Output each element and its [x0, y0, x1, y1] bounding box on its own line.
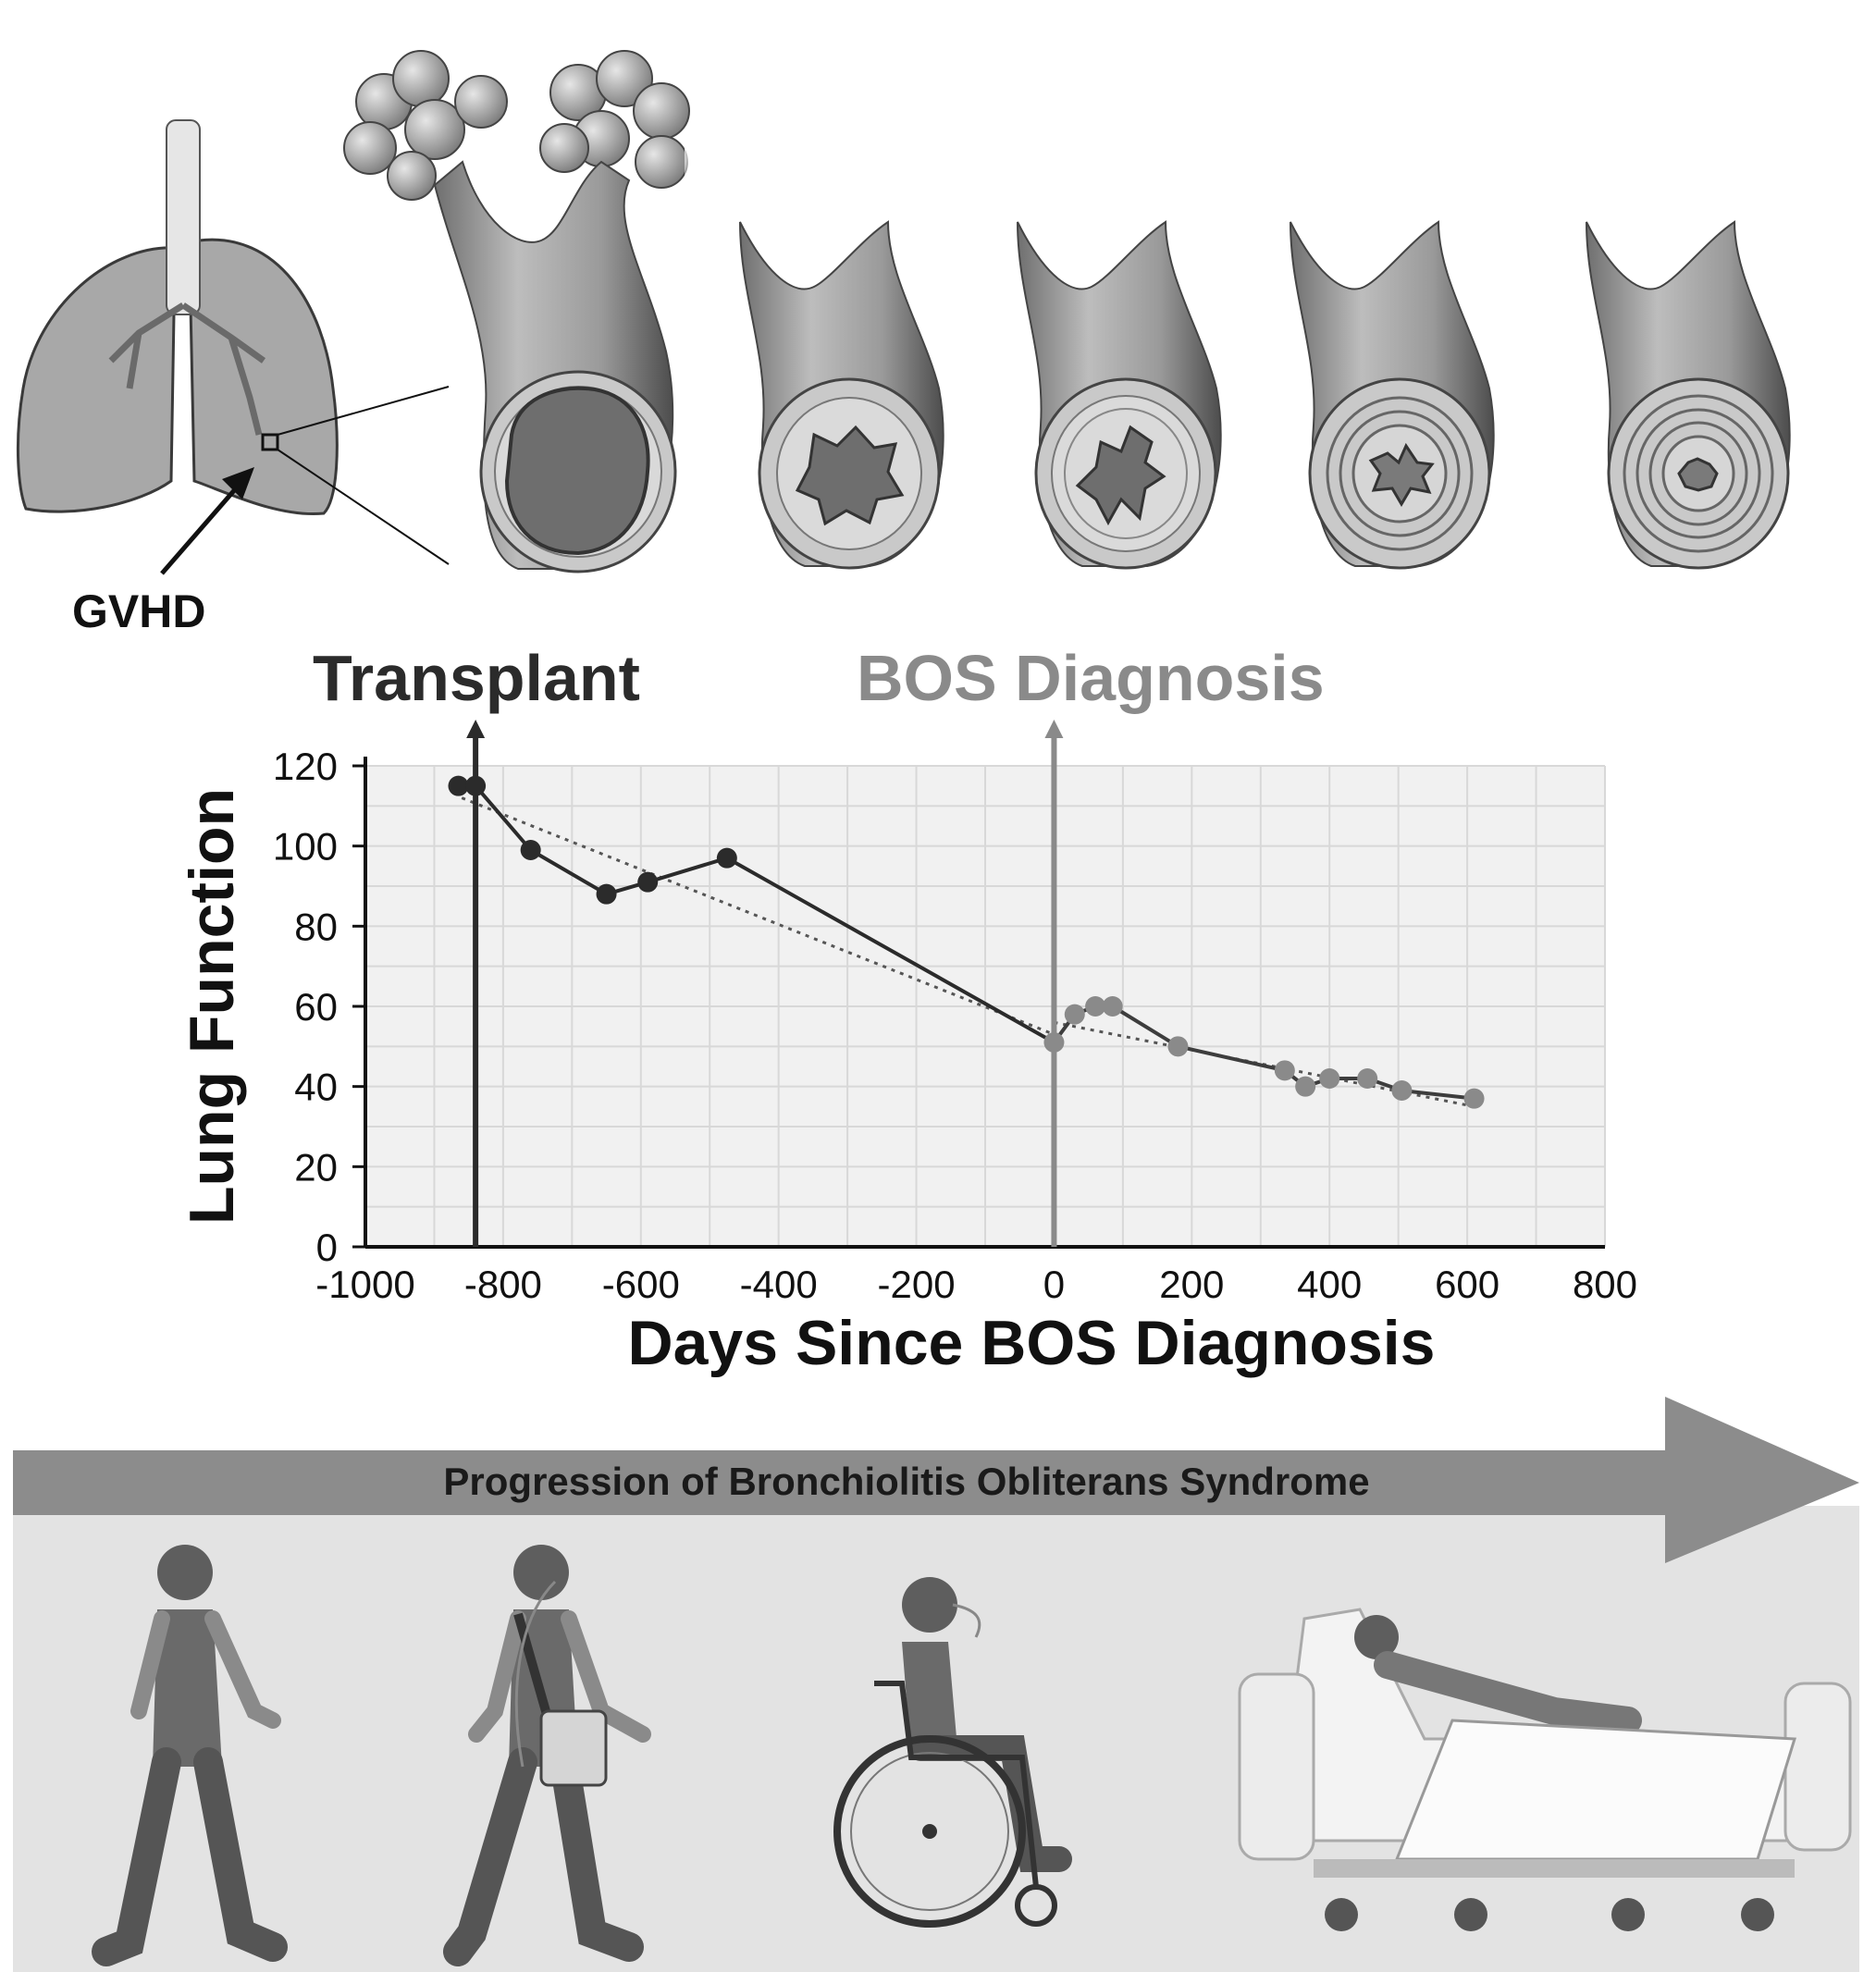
- data-point: [1391, 1080, 1413, 1101]
- airway-stage-5: [1586, 220, 1791, 570]
- y-axis-label: Lung Function: [177, 788, 247, 1225]
- progression-arrow-icon: [13, 1397, 1859, 1563]
- data-point: [520, 840, 541, 860]
- data-point: [1463, 1088, 1485, 1109]
- data-point: [1319, 1068, 1340, 1089]
- lung-function-chart: 0 20 40 60 80 100 120 -1000 -800 -600 -400 -200 0 200…: [177, 720, 1637, 1378]
- chart-series: [448, 775, 1485, 1109]
- series-line-segment: [1111, 1004, 1179, 1049]
- chart-axes: [352, 757, 1605, 1249]
- series-line-segment: [647, 856, 728, 884]
- airway-stage-3: [1017, 220, 1222, 570]
- transplant-label: Transplant: [313, 642, 640, 714]
- y-tick-label: 40: [294, 1066, 338, 1109]
- x-tick-label: 800: [1573, 1263, 1637, 1306]
- data-point: [596, 883, 617, 905]
- chart-event-markers: [466, 720, 1064, 1247]
- event-marker-arrow: [466, 720, 486, 738]
- data-point: [1167, 1036, 1189, 1057]
- data-point: [1274, 1060, 1295, 1081]
- y-tick-label: 80: [294, 905, 338, 948]
- series-line-segment: [529, 848, 608, 896]
- series-line-segment: [474, 784, 533, 852]
- series-line-segment: [1401, 1089, 1475, 1101]
- x-tick-label: -400: [740, 1263, 818, 1306]
- arrow-icon: [160, 467, 254, 575]
- x-tick-label: -200: [878, 1263, 956, 1306]
- y-tick-label: 0: [316, 1226, 338, 1269]
- y-tick-label: 120: [273, 745, 338, 788]
- airway-stage-4: [1290, 220, 1495, 570]
- walking-person-icon: [92, 1545, 288, 1966]
- data-point: [1085, 996, 1106, 1017]
- x-axis-label: Days Since BOS Diagnosis: [628, 1308, 1436, 1378]
- data-point: [1043, 1032, 1065, 1053]
- data-point: [1357, 1068, 1378, 1089]
- x-tick-label: 200: [1159, 1263, 1224, 1306]
- bos-diagnosis-label: BOS Diagnosis: [857, 642, 1325, 714]
- hospital-bed-icon: [1238, 1608, 1852, 1931]
- series-line-segment: [1178, 1044, 1286, 1073]
- data-point: [716, 847, 737, 869]
- x-tick-label: 400: [1297, 1263, 1362, 1306]
- gvhd-label: GVHD: [72, 585, 206, 637]
- data-point: [637, 871, 659, 893]
- x-tick-label: 600: [1435, 1263, 1500, 1306]
- airway-stage-2: [739, 220, 944, 570]
- wheelchair-icon: [833, 1577, 1072, 1928]
- progression-banner-title: Progression of Bronchiolitis Obliterans …: [443, 1460, 1370, 1503]
- y-tick-label: 20: [294, 1145, 338, 1189]
- data-point: [1295, 1076, 1316, 1097]
- airway-illustration: [16, 50, 1876, 575]
- airway-healthy: [433, 160, 677, 573]
- data-point: [1102, 996, 1123, 1017]
- progression-panel: [13, 1397, 1859, 1972]
- chart-grid: [365, 765, 1606, 1247]
- x-tick-label: 0: [1043, 1263, 1065, 1306]
- event-marker-arrow: [1044, 720, 1064, 738]
- data-point: [448, 775, 469, 796]
- y-tick-label: 60: [294, 985, 338, 1029]
- lungs-icon: [16, 119, 339, 516]
- alveoli-icon: [343, 50, 690, 201]
- x-tick-label: -1000: [315, 1263, 414, 1306]
- data-point: [1064, 1004, 1085, 1025]
- walking-with-oxygen-icon: [443, 1545, 651, 1966]
- x-tick-label: -800: [464, 1263, 542, 1306]
- chart-tick-labels: 0 20 40 60 80 100 120 -1000 -800 -600 -400 -200 0 200…: [273, 745, 1637, 1306]
- data-point: [465, 775, 487, 796]
- y-tick-label: 100: [273, 825, 338, 869]
- x-tick-label: -600: [602, 1263, 680, 1306]
- series-line-segment: [725, 856, 1055, 1044]
